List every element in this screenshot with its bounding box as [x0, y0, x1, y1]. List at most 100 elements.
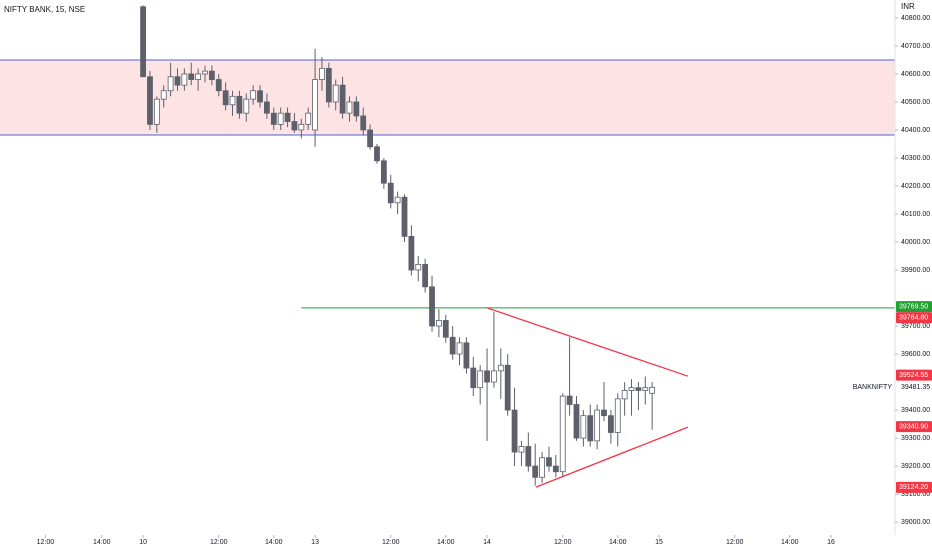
y-tick-label: 39400.00	[901, 407, 930, 414]
candle-body	[298, 123, 305, 131]
x-tick-label: 15	[655, 539, 663, 546]
candle-body	[305, 112, 312, 125]
x-tick-label: 14:00	[93, 539, 111, 546]
candle-body	[518, 446, 525, 453]
candle-body	[566, 395, 573, 405]
price-marker-label: 39124.20	[899, 484, 928, 491]
candle-body	[415, 264, 422, 271]
candle-body	[319, 67, 325, 80]
candle-body	[401, 196, 408, 237]
candle-body	[140, 6, 146, 78]
candle-body	[250, 90, 257, 100]
trend-line	[486, 307, 689, 377]
candle-body	[312, 79, 318, 131]
candle-body	[408, 236, 415, 271]
candle-body	[277, 112, 284, 125]
currency: INR	[901, 2, 915, 11]
candle-body	[380, 160, 387, 184]
candle-body	[484, 370, 490, 383]
y-tick-label: 39300.00	[901, 435, 930, 442]
x-tick-label: 14:00	[437, 539, 455, 546]
x-tick-label: 12:00	[382, 539, 400, 546]
candle-body	[339, 84, 346, 114]
y-tick-label: 39100.00	[901, 491, 930, 498]
candle-body	[539, 457, 545, 478]
trend-line	[535, 426, 689, 488]
y-tick-label: 40200.00	[901, 183, 930, 190]
x-tick-label: 16	[827, 539, 835, 546]
candle-body	[202, 70, 208, 75]
candle-body	[436, 320, 442, 327]
candle-body	[463, 342, 470, 369]
candle-body	[642, 387, 649, 391]
candle-body	[284, 112, 291, 122]
y-tick-label: 39000.00	[901, 519, 930, 526]
candle-body	[367, 129, 374, 148]
candle-body	[325, 67, 332, 103]
candle-body	[243, 98, 250, 114]
candle-body	[601, 409, 607, 417]
price-marker-label: 39764.80	[899, 314, 928, 321]
candle-body	[208, 70, 215, 80]
candle-body	[236, 95, 243, 114]
candle-body	[635, 387, 642, 391]
x-tick-label: 12:00	[210, 539, 228, 546]
candle-body	[456, 342, 463, 355]
candle-body	[628, 387, 635, 391]
candle-body	[442, 320, 449, 338]
candle-body	[477, 370, 484, 389]
x-tick-label: 10	[139, 539, 147, 546]
price-marker	[896, 312, 932, 324]
candle-body	[594, 409, 601, 442]
candle-body	[394, 196, 401, 204]
y-tick-label: 40300.00	[901, 155, 930, 162]
candle-body	[607, 415, 614, 433]
candle-body	[573, 404, 580, 439]
candle-body	[649, 386, 656, 394]
candle-body	[353, 101, 360, 117]
y-tick-label: 39600.00	[901, 351, 930, 358]
candle-body	[222, 90, 229, 106]
candle-body	[257, 90, 263, 103]
price-marker-label: 39769.50	[899, 303, 928, 310]
candle-body	[449, 336, 456, 355]
candle-body	[546, 457, 552, 467]
y-tick-label: 40400.00	[901, 127, 930, 134]
candle-body	[360, 115, 367, 131]
price-marker	[896, 301, 932, 313]
y-tick-label: 39200.00	[901, 463, 930, 470]
price-marker	[896, 481, 932, 493]
candle-body	[429, 286, 435, 327]
candle-body	[195, 73, 202, 80]
candle-body	[346, 101, 353, 114]
candle-body	[470, 367, 477, 389]
candle-body	[552, 465, 559, 473]
candle-body	[504, 364, 511, 411]
y-tick-label: 40000.00	[901, 239, 930, 246]
candle-body	[497, 364, 504, 372]
candle-body	[387, 182, 394, 204]
candle-body	[332, 84, 339, 103]
candle-body	[580, 415, 587, 439]
price-marker-label: 39524.55	[899, 372, 928, 379]
candle-body	[291, 121, 298, 131]
x-tick-label: 14:00	[609, 539, 627, 546]
y-tick-label: 40700.00	[901, 43, 930, 50]
price-marker	[896, 369, 932, 381]
candle-body	[215, 79, 222, 92]
y-tick-label: 40800.00	[901, 15, 930, 22]
candle-body	[587, 415, 594, 442]
candle-body	[153, 98, 160, 125]
x-tick-label: 12:00	[554, 539, 572, 546]
y-tick-label: 40500.00	[901, 99, 930, 106]
candle-body	[264, 101, 270, 114]
candle-body	[559, 395, 566, 473]
y-tick-label: 40100.00	[901, 211, 930, 218]
candle-body	[167, 76, 174, 92]
candle-body	[511, 409, 518, 453]
candle-body	[229, 95, 236, 106]
candle-body	[532, 465, 539, 478]
candle-body	[160, 90, 167, 100]
candle-body	[174, 76, 181, 86]
